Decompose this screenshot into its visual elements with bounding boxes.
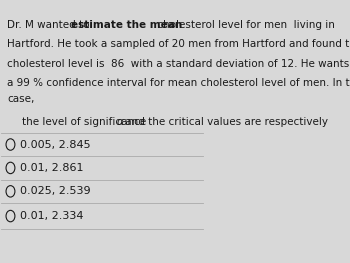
- Text: estimate the mean: estimate the mean: [71, 20, 182, 30]
- Text: and the critical values are respectively: and the critical values are respectively: [121, 117, 328, 127]
- Text: Hartford. He took a sampled of 20 men from Hartford and found that mean: Hartford. He took a sampled of 20 men fr…: [7, 39, 350, 49]
- Text: 0.01, 2.334: 0.01, 2.334: [20, 211, 84, 221]
- Text: the level of significance: the level of significance: [22, 117, 149, 127]
- Text: Dr. M wanted to: Dr. M wanted to: [7, 20, 93, 30]
- Text: cholesterol level for men  living in: cholesterol level for men living in: [154, 20, 335, 30]
- Text: α: α: [117, 117, 123, 127]
- Text: Dr. M wanted to: Dr. M wanted to: [7, 20, 93, 30]
- Text: the level of significance: the level of significance: [22, 117, 149, 127]
- Text: cholesterol level is  86  with a standard deviation of 12. He wants to construct: cholesterol level is 86 with a standard …: [7, 59, 350, 69]
- Text: α: α: [117, 117, 123, 127]
- Text: 0.025, 2.539: 0.025, 2.539: [20, 186, 91, 196]
- Text: estimate the mean: estimate the mean: [71, 20, 182, 30]
- Text: 0.01, 2.861: 0.01, 2.861: [20, 163, 84, 173]
- Text: 0.005, 2.845: 0.005, 2.845: [20, 139, 91, 149]
- Text: a 99 % confidence interval for mean cholesterol level of men. In this: a 99 % confidence interval for mean chol…: [7, 78, 350, 88]
- Text: case,: case,: [7, 94, 35, 104]
- Text: and the critical values are respectively: and the critical values are respectively: [121, 117, 328, 127]
